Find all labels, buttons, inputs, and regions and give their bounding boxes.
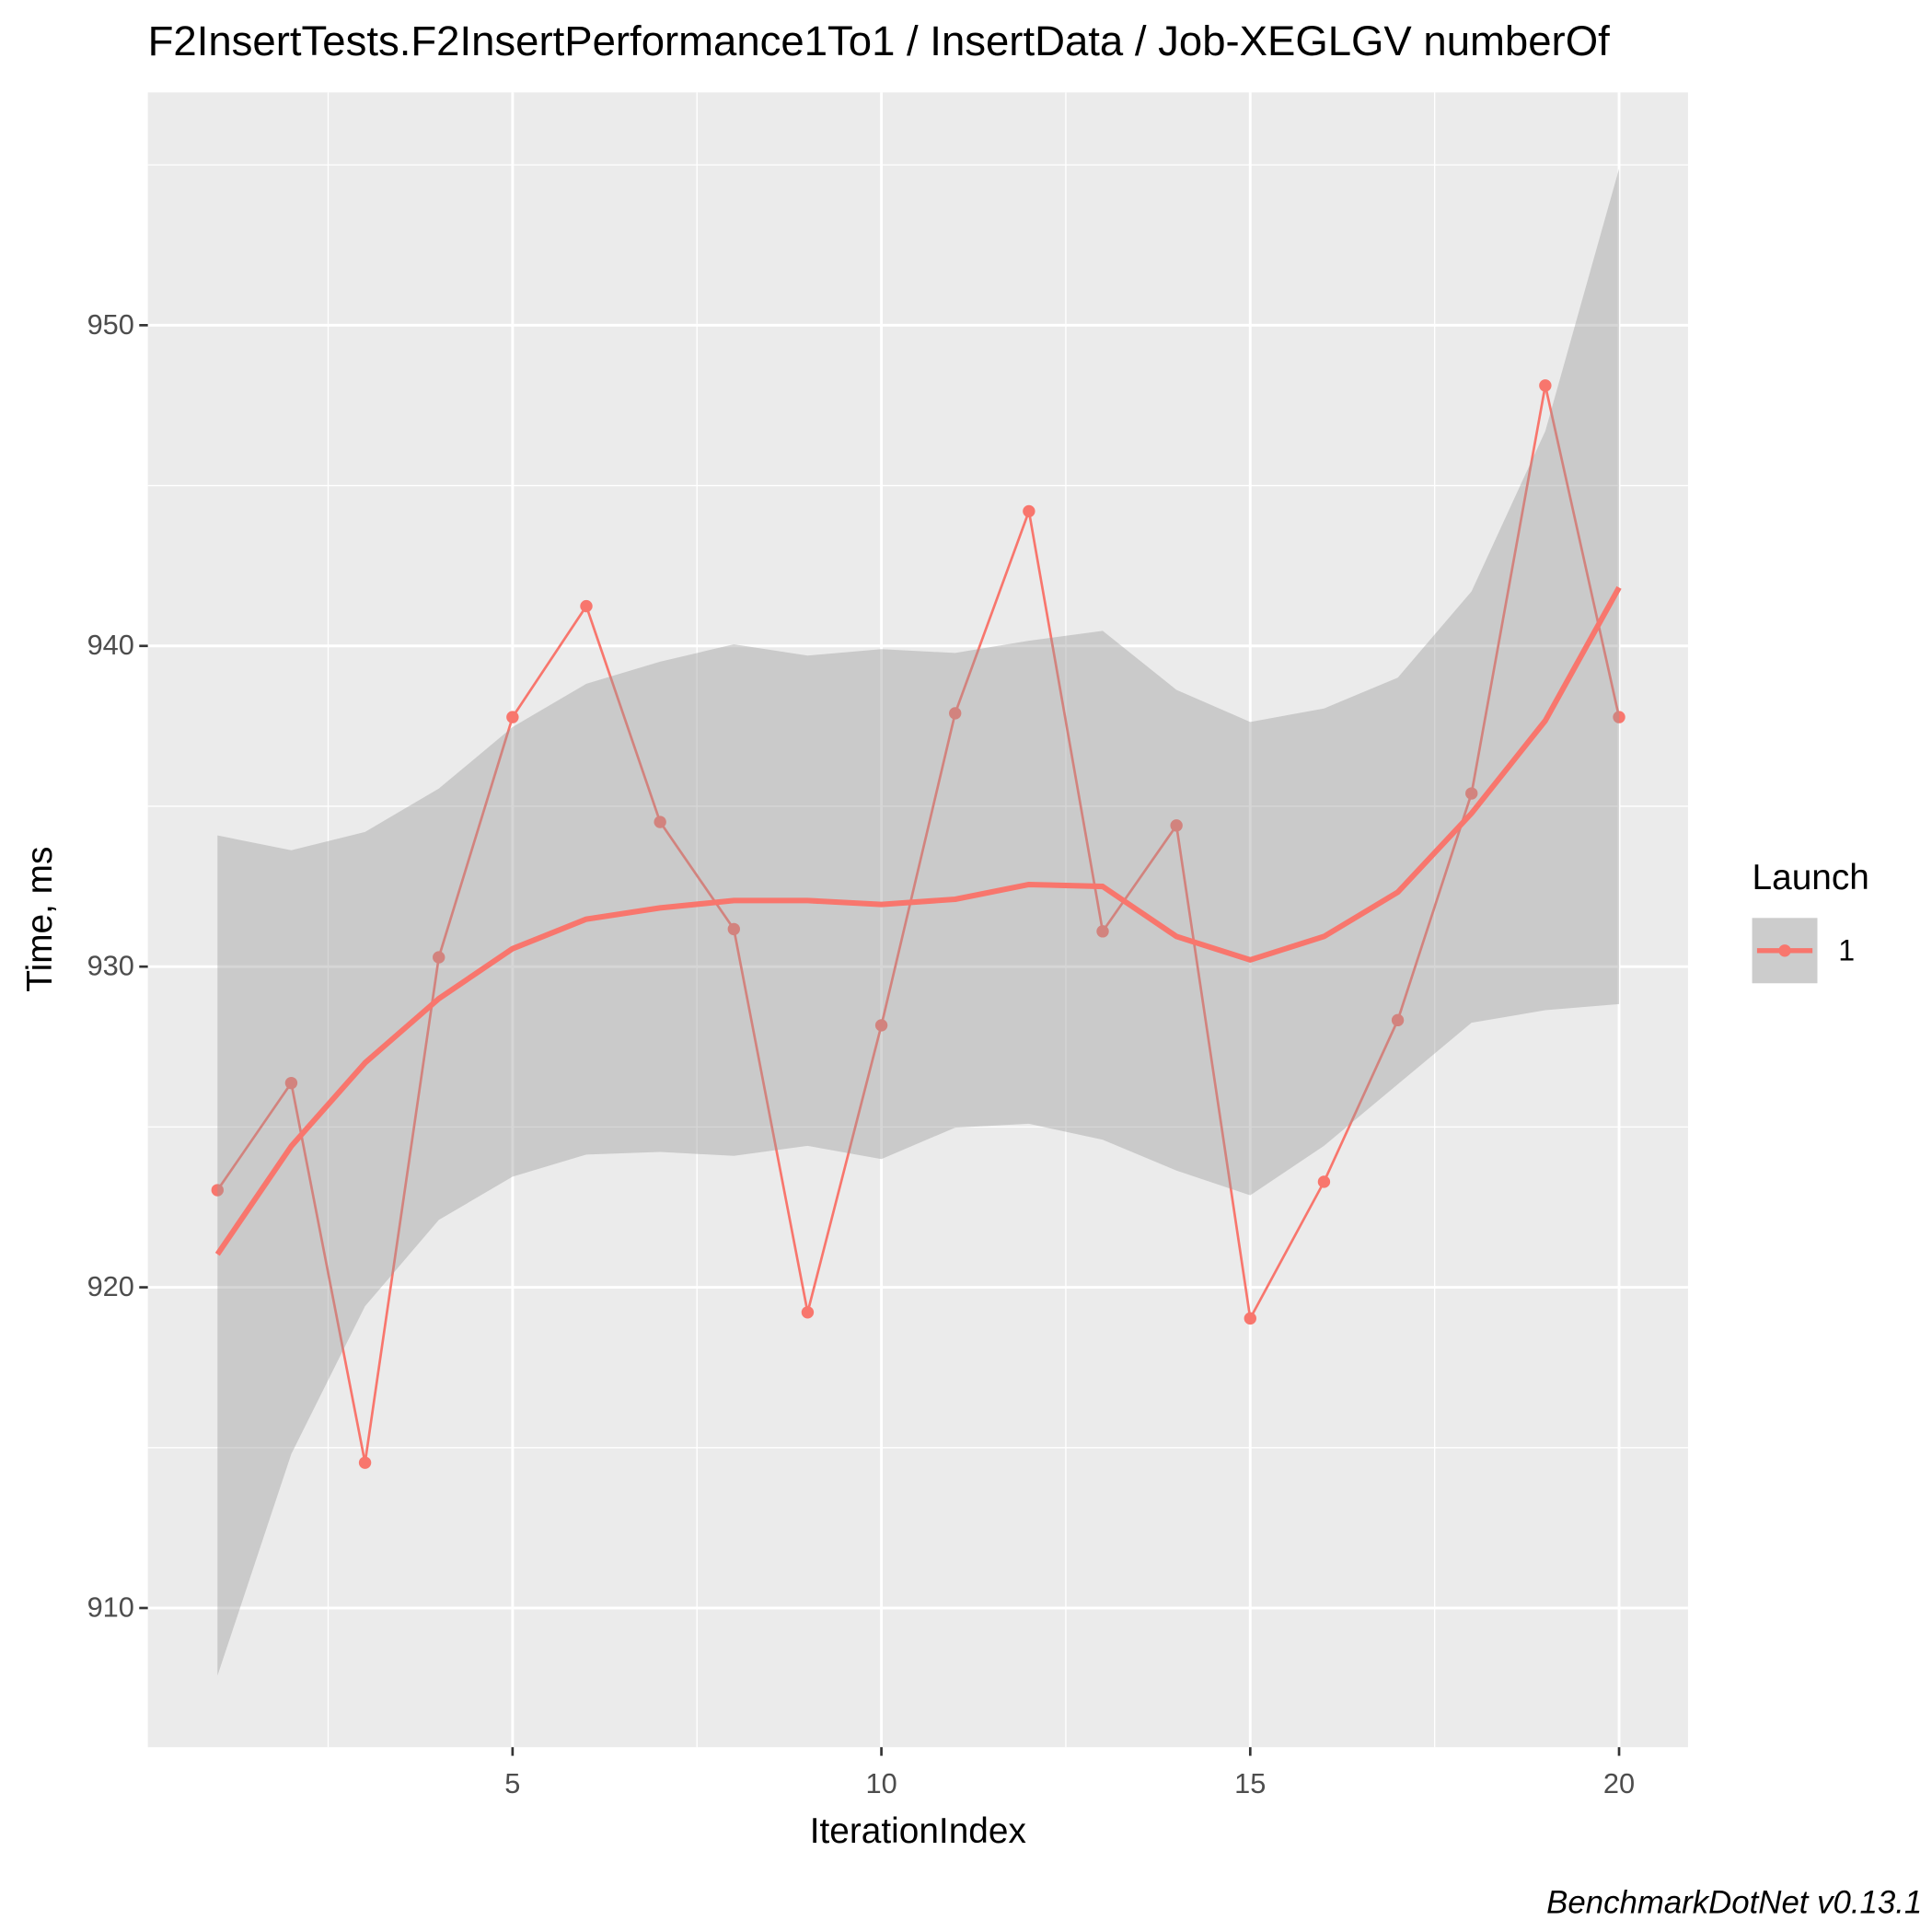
point xyxy=(1613,711,1625,723)
point xyxy=(1465,787,1478,800)
y-tick-label: 950 xyxy=(87,308,134,341)
grid: 910 920 930 940 950 5 10 15 20 xyxy=(87,92,1688,1799)
point xyxy=(580,599,593,613)
point xyxy=(801,1306,815,1319)
x-tick-label: 15 xyxy=(1234,1767,1266,1799)
point xyxy=(727,922,740,936)
x-tick-label: 10 xyxy=(865,1767,897,1799)
point xyxy=(1317,1175,1331,1188)
point xyxy=(1244,1312,1256,1325)
point xyxy=(1539,379,1552,392)
point xyxy=(433,951,445,964)
marks xyxy=(211,168,1625,1676)
point xyxy=(1096,925,1109,938)
legend: Launch 1 xyxy=(1752,858,1869,984)
point xyxy=(284,1076,298,1090)
point xyxy=(1170,819,1183,832)
caption: BenchmarkDotNet v0.13.1 xyxy=(1546,1885,1922,1921)
point xyxy=(1391,1013,1405,1027)
y-tick-label: 920 xyxy=(87,1270,134,1302)
x-tick-label: 20 xyxy=(1603,1767,1635,1799)
x-axis-title: IterationIndex xyxy=(810,1811,1026,1851)
point xyxy=(358,1456,372,1469)
confidence-ribbon xyxy=(217,168,1620,1676)
legend-point xyxy=(1778,944,1791,957)
point xyxy=(1023,504,1035,518)
y-tick-label: 930 xyxy=(87,950,134,982)
y-tick-label: 910 xyxy=(87,1591,134,1623)
point xyxy=(211,1184,224,1197)
y-tick-label: 940 xyxy=(87,629,134,661)
chart-title: F2InsertTests.F2InsertPerformance1To1 / … xyxy=(148,17,1610,64)
point xyxy=(506,711,519,723)
legend-label: 1 xyxy=(1838,933,1855,966)
smooth-line xyxy=(214,585,1622,1256)
x-tick-label: 5 xyxy=(504,1767,520,1799)
y-axis-title: Time, ms xyxy=(20,847,60,992)
point xyxy=(874,1019,888,1032)
point xyxy=(949,707,962,720)
point xyxy=(654,816,666,828)
series-line xyxy=(216,385,1621,1463)
legend-title: Launch xyxy=(1753,858,1869,897)
